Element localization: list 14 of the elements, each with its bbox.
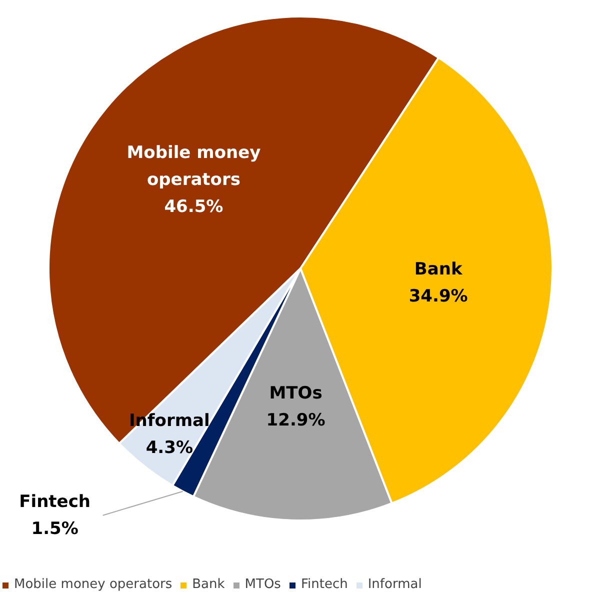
- legend-label: Bank: [192, 577, 225, 592]
- legend-label: MTOs: [244, 577, 281, 592]
- slice-label: Fintech: [19, 492, 91, 512]
- slice-label: Bank: [414, 259, 463, 280]
- data-label: 46.5%: [164, 197, 224, 218]
- slice-label: MTOs: [269, 384, 322, 404]
- data-label: 34.9%: [408, 286, 468, 306]
- legend-label: Fintech: [300, 577, 348, 592]
- legend-label: Mobile money operators: [14, 577, 172, 592]
- slice-label: Mobile money operators: [126, 143, 261, 190]
- data-label: 4.3%: [146, 438, 193, 458]
- legend-label: Informal: [368, 577, 422, 592]
- data-label: 1.5%: [31, 518, 78, 539]
- data-label: 12.9%: [266, 410, 326, 431]
